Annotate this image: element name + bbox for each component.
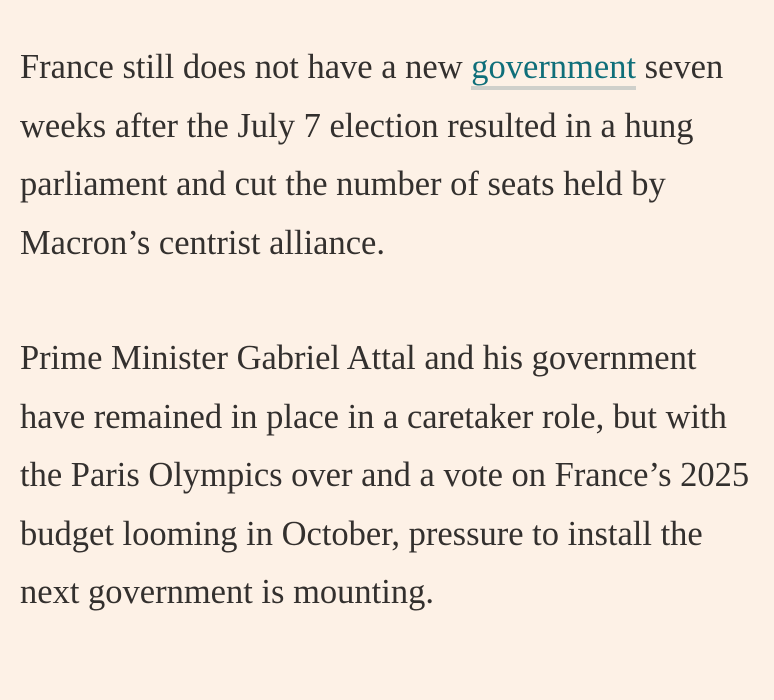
paragraph-text: France still does not have a new xyxy=(20,48,472,86)
paragraph-2: Prime Minister Gabriel Attal and his gov… xyxy=(20,339,750,611)
paragraph-1: France still does not have a new governm… xyxy=(20,38,754,272)
government-link[interactable]: government xyxy=(471,48,637,90)
article-body: France still does not have a new governm… xyxy=(20,38,754,611)
paragraph-text: seven weeks after the July 7 election re… xyxy=(20,48,724,262)
